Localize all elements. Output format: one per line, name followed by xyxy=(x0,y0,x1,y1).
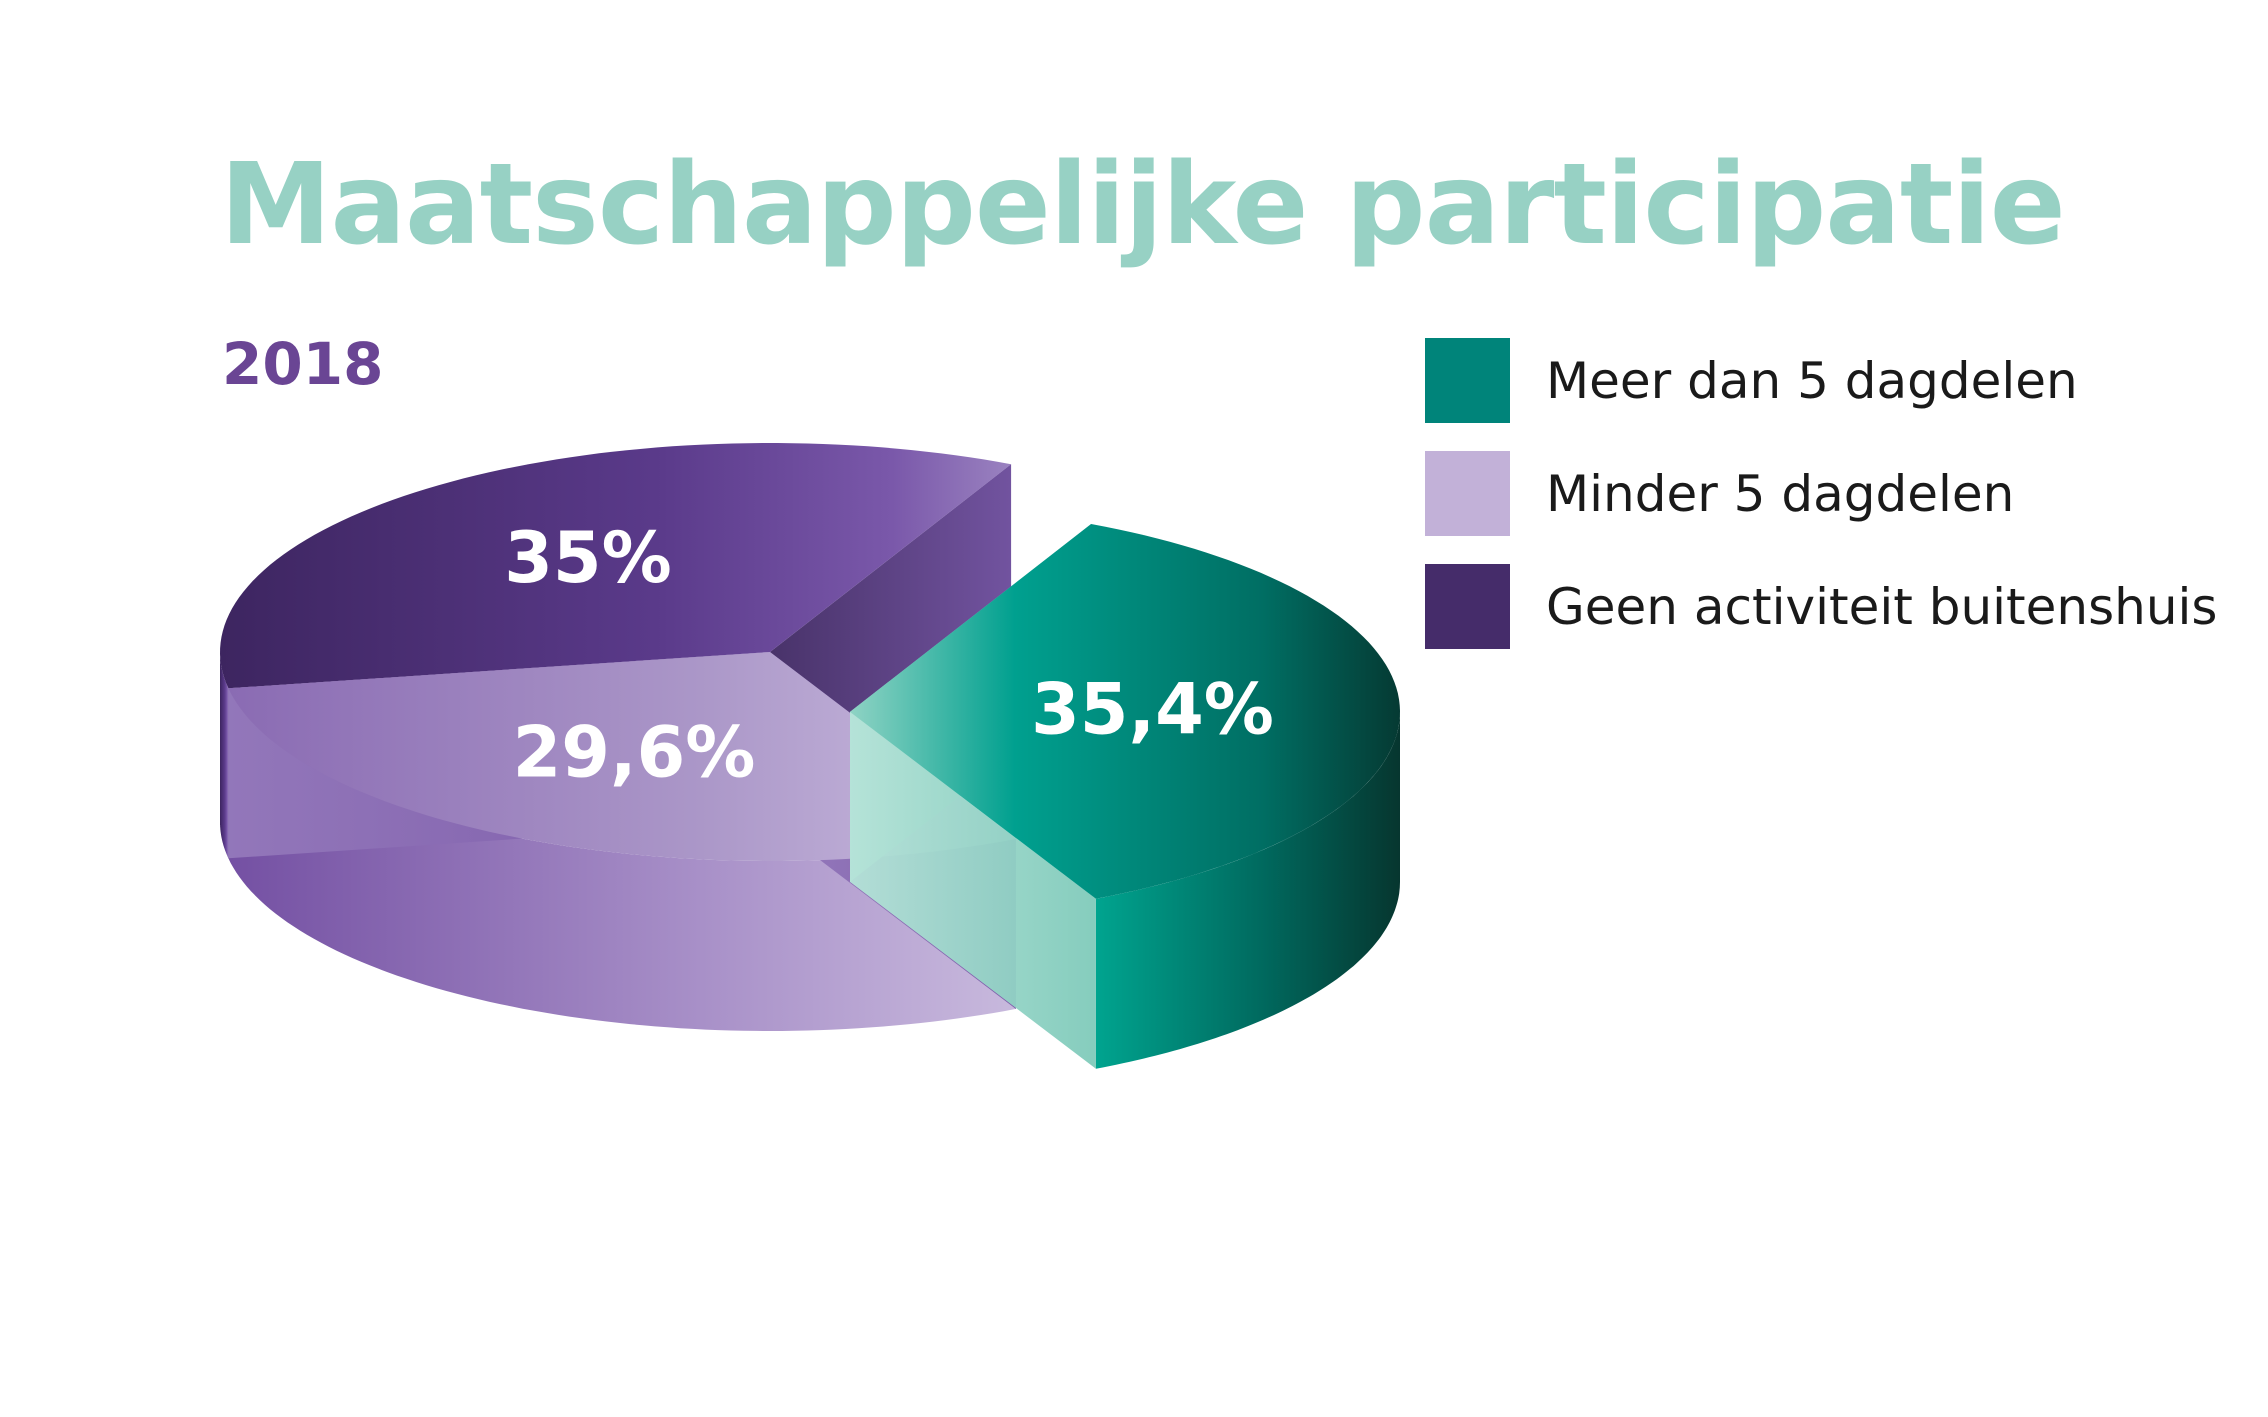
legend-swatch xyxy=(1425,451,1510,536)
slice-label-geen-activiteit-buitenshuis: 35% xyxy=(504,517,672,599)
slice-meer-dan-5-dagdelen xyxy=(849,524,1400,899)
slice-side-geen-activiteit-buitenshuis xyxy=(220,652,229,859)
legend-item-geen-activiteit-buitenshuis: Geen activiteit buitenshuis xyxy=(1425,564,2217,649)
slice-label-meer-dan-5-dagdelen: 35,4% xyxy=(1031,668,1274,750)
legend-label: Geen activiteit buitenshuis xyxy=(1546,577,2218,636)
legend-swatch xyxy=(1425,564,1510,649)
legend-label: Minder 5 dagdelen xyxy=(1546,464,2015,523)
legend-item-minder-5-dagdelen: Minder 5 dagdelen xyxy=(1425,451,2217,536)
slice-minder-5-dagdelen xyxy=(228,652,1016,861)
legend-item-meer-dan-5-dagdelen: Meer dan 5 dagdelen xyxy=(1425,338,2217,423)
slice-face-meer-dan-5-dagdelen-1 xyxy=(849,711,1096,1069)
legend: Meer dan 5 dagdelen Minder 5 dagdelen Geen… xyxy=(1425,338,2217,677)
chart-subtitle-year: 2018 xyxy=(222,330,384,398)
chart-title: Maatschappelijke participatie xyxy=(220,140,2066,270)
slice-side-meer-dan-5-dagdelen xyxy=(1095,711,1400,1069)
slice-side-minder-5-dagdelen xyxy=(228,688,1016,1031)
legend-label: Meer dan 5 dagdelen xyxy=(1546,351,2078,410)
legend-swatch xyxy=(1425,338,1510,423)
slice-label-minder-5-dagdelen: 29,6% xyxy=(513,712,756,794)
slice-geen-activiteit-buitenshuis xyxy=(220,443,1012,689)
